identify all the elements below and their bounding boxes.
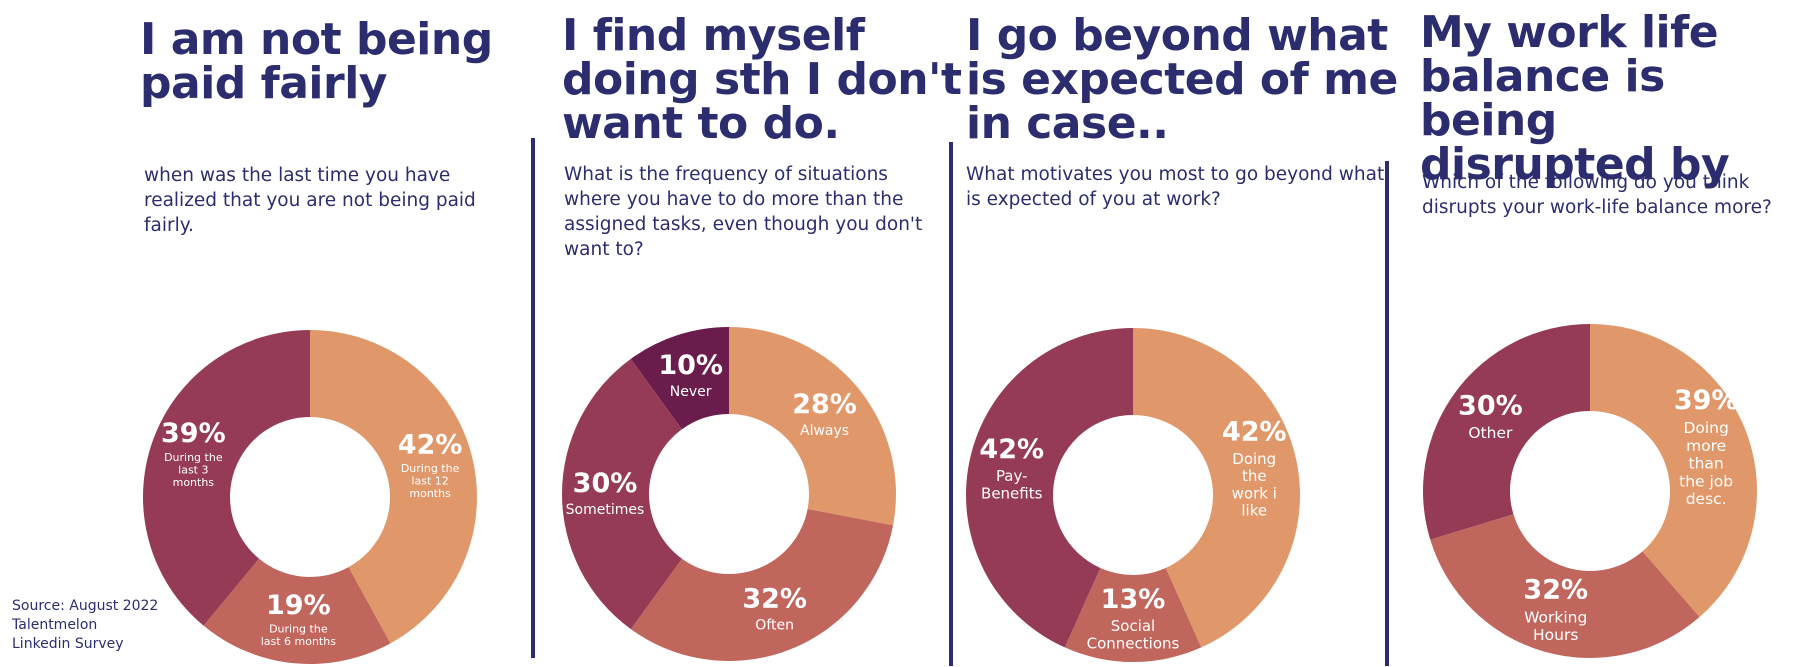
slice-value-label: 28% [792, 389, 857, 420]
slice-category-label: During the last 3 months [164, 451, 223, 489]
donut-slice [729, 327, 896, 526]
slice-value-label: 30% [1458, 390, 1523, 421]
slice-value-label: 32% [742, 583, 807, 614]
slice-category-label: During the last 6 months [261, 623, 337, 649]
donut-slice [630, 508, 894, 661]
donut-slice [310, 330, 478, 644]
slice-value-label: 30% [573, 468, 638, 499]
panel-2-question: What is the frequency of situations wher… [564, 164, 923, 260]
slice-category-label: During the last 12 months [401, 462, 460, 500]
donut-slice [630, 327, 729, 430]
donut-slice [1430, 514, 1700, 658]
source-note: Source: August 2022 Talentmelon Linkedin… [12, 598, 159, 652]
donut-slice [1423, 324, 1590, 540]
slice-category-label: Doing the work i like [1232, 450, 1277, 520]
donut-slice [562, 358, 682, 630]
slice-category-label: Never [670, 384, 712, 400]
slice-category-label: Pay-Benefits [981, 467, 1043, 502]
panel-1-question: when was the last time you have realized… [144, 165, 476, 236]
panel-3-question: What motivates you most to go beyond wha… [966, 164, 1385, 210]
panel-2-title: I find myself doing sth I don't want to … [562, 10, 962, 149]
donut-slice [1133, 328, 1300, 648]
slice-category-label: Other [1468, 424, 1513, 442]
donut-slice [203, 558, 391, 664]
donut-slice [143, 330, 310, 626]
donut-slice [1064, 568, 1202, 662]
slice-value-label: 10% [658, 350, 723, 381]
donut-chart-2: 28% Always 32% Often 30% Sometimes 10% Never [562, 327, 896, 661]
slice-value-label: 42% [1222, 417, 1287, 448]
divider-3 [1385, 161, 1389, 666]
donut-chart-4: 39%Doing more than the job desc. 32%Working Ho… [1423, 324, 1757, 658]
slice-category-label: Always [800, 423, 849, 439]
panel-4-title: My work life balance is being disrupted … [1420, 7, 1730, 190]
slice-category-label: Sometimes [566, 502, 645, 518]
panel-4-question: Which of the following do you think disr… [1422, 172, 1772, 218]
slice-value-label: 19% [266, 590, 331, 621]
slice-value-label: 39% [1674, 385, 1739, 416]
slice-value-label: 42% [979, 434, 1044, 465]
slice-value-label: 32% [1523, 574, 1588, 605]
panel-1-title: I am not being paid fairly [140, 14, 493, 109]
slice-category-label: Often [755, 617, 794, 633]
slice-category-label: Social Connections [1087, 617, 1180, 652]
slice-value-label: 39% [161, 418, 226, 449]
slice-category-label: Doing more than the job desc. [1679, 419, 1733, 508]
divider-1 [531, 138, 535, 658]
panel-3-title: I go beyond what is expected of me in ca… [966, 10, 1398, 149]
donut-slice [966, 328, 1133, 648]
donut-slice [1590, 324, 1757, 618]
slice-value-label: 13% [1101, 584, 1166, 615]
divider-2 [949, 142, 953, 666]
slice-value-label: 42% [398, 429, 463, 460]
slice-category-label: Working Hours [1524, 608, 1587, 644]
